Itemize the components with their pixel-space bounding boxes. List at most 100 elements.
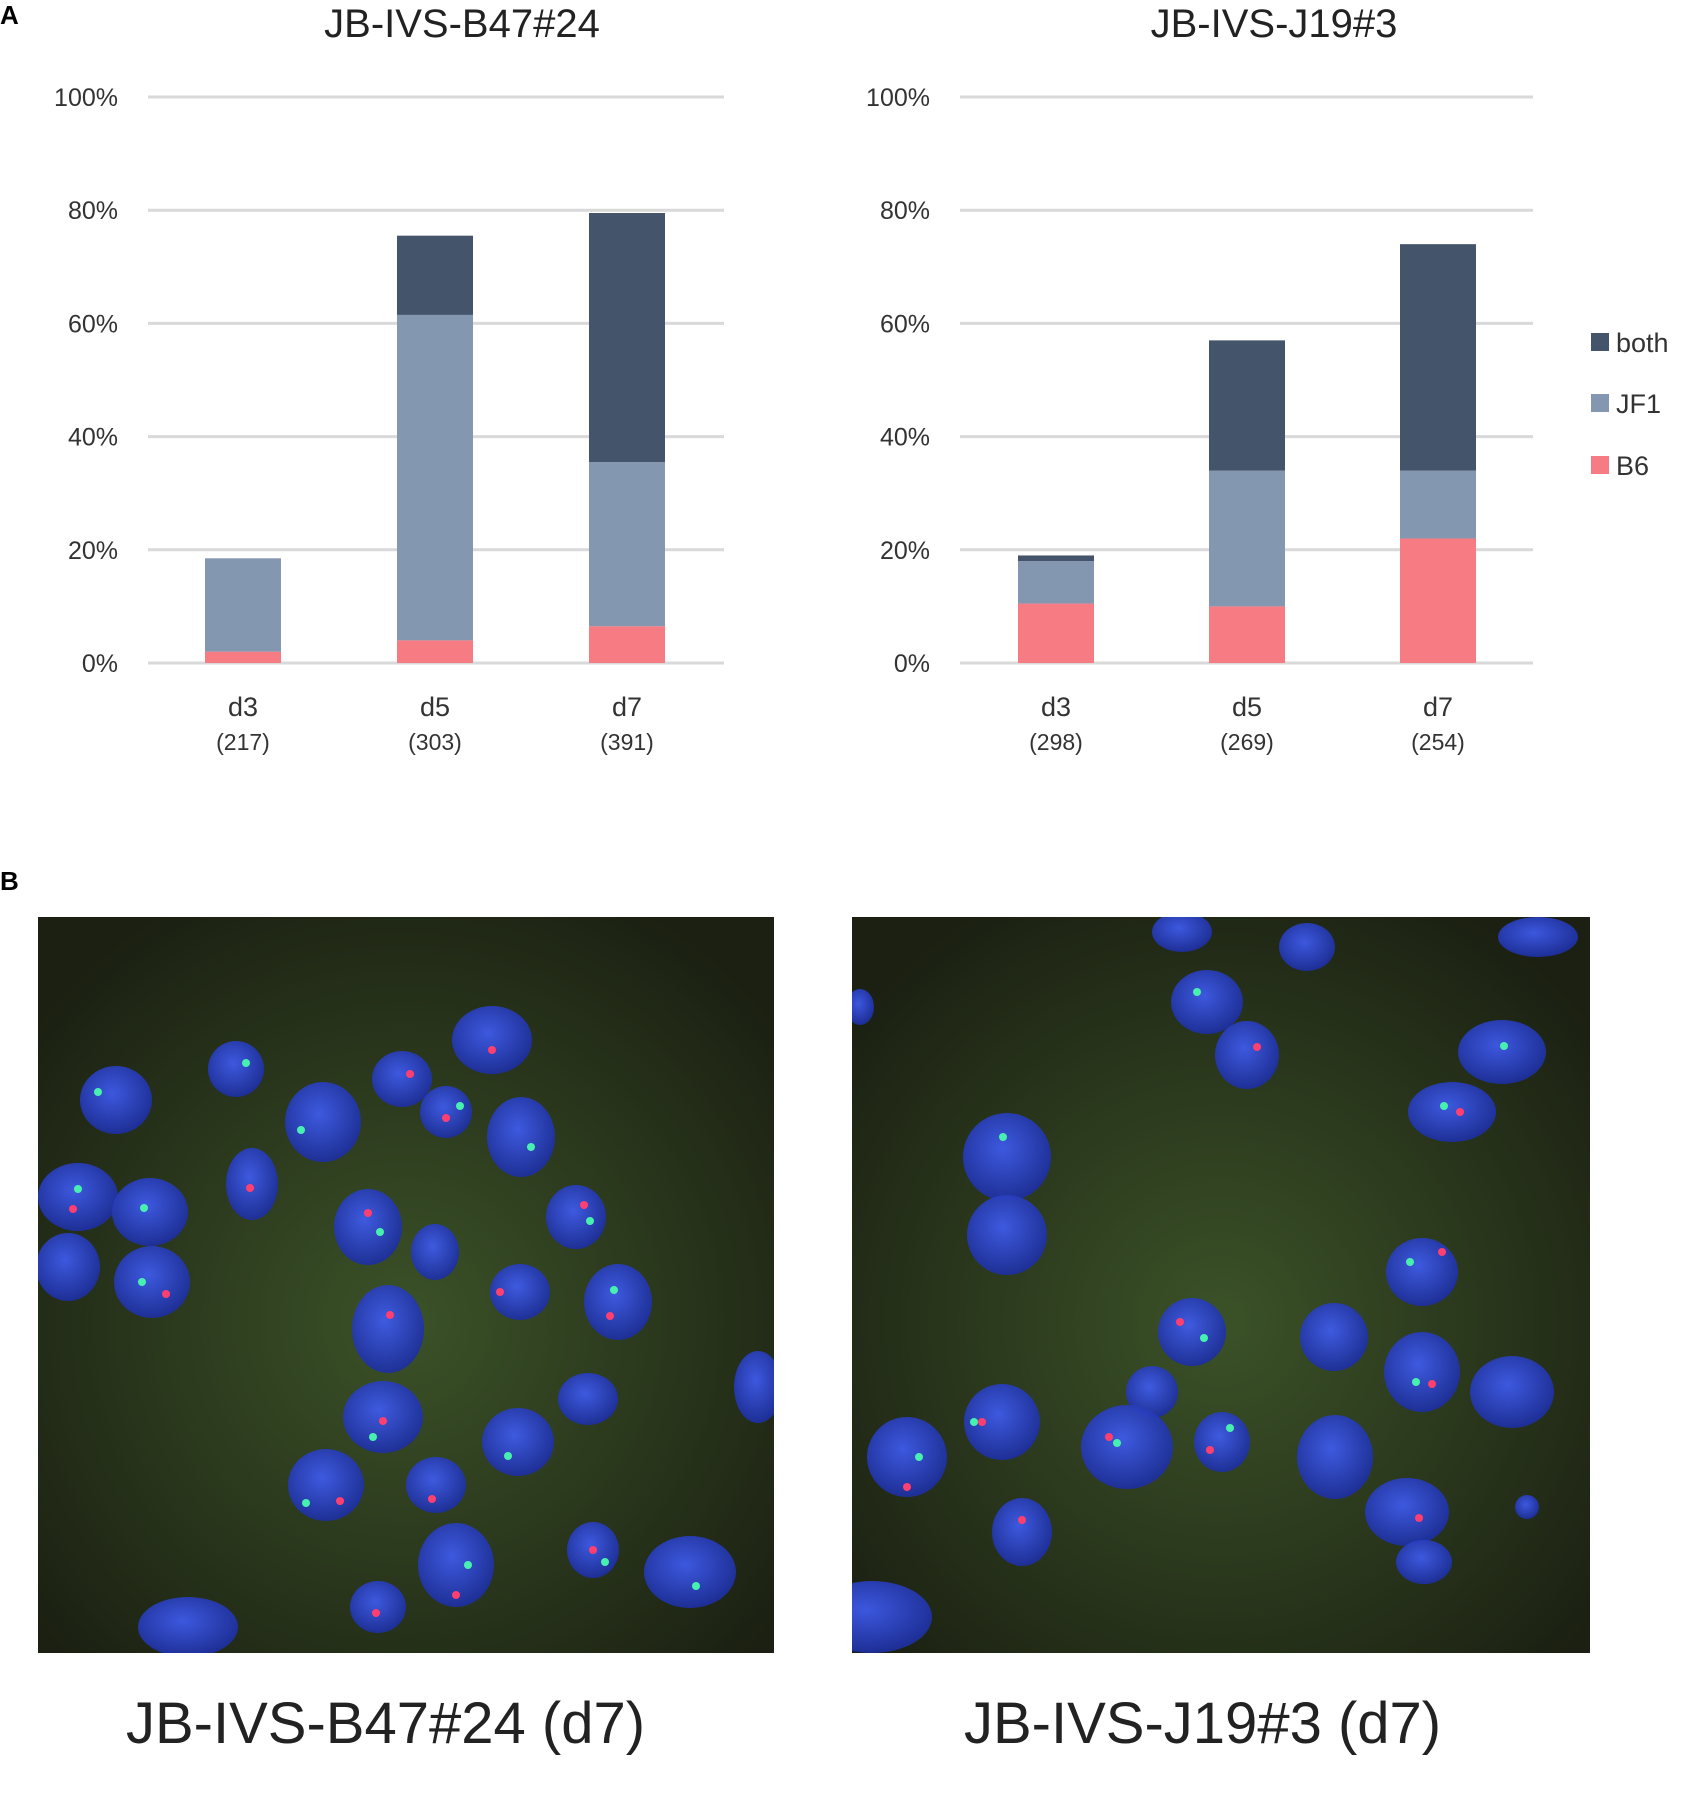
cell-nucleus — [1158, 1298, 1226, 1366]
red-signal-dot — [379, 1417, 387, 1425]
red-signal-dot — [1105, 1433, 1113, 1441]
cell-nucleus — [1171, 970, 1243, 1034]
cell-nucleus — [1279, 923, 1335, 971]
bar-segment-b6 — [589, 626, 665, 663]
green-signal-dot — [140, 1204, 148, 1212]
legend-label: both — [1616, 328, 1669, 358]
legend-label: B6 — [1616, 451, 1649, 481]
y-tick-label: 80% — [880, 197, 930, 225]
green-signal-dot — [601, 1558, 609, 1566]
y-tick-label: 100% — [866, 84, 930, 112]
y-tick-label: 0% — [82, 650, 118, 678]
x-tick-count: (298) — [1029, 729, 1083, 755]
x-tick-label: d5 — [420, 692, 450, 722]
red-signal-dot — [488, 1046, 496, 1054]
y-tick-label: 0% — [894, 650, 930, 678]
cell-nucleus — [285, 1082, 361, 1162]
x-tick-label: d3 — [1041, 692, 1071, 722]
bar-segment-both — [1400, 244, 1476, 471]
red-signal-dot — [336, 1497, 344, 1505]
red-signal-dot — [1456, 1108, 1464, 1116]
cell-nucleus — [967, 1195, 1047, 1275]
y-tick-label: 60% — [68, 310, 118, 338]
cell-nucleus — [1126, 1366, 1178, 1418]
green-signal-dot — [1412, 1378, 1420, 1386]
green-signal-dot — [74, 1185, 82, 1193]
y-tick-label: 40% — [68, 424, 118, 452]
cell-nucleus — [114, 1246, 190, 1318]
red-signal-dot — [1206, 1446, 1214, 1454]
red-signal-dot — [69, 1205, 77, 1213]
cell-nucleus — [963, 1113, 1051, 1201]
micrograph-right-caption: JB-IVS-J19#3 (d7) — [964, 1691, 1442, 1756]
bar-segment-jf1 — [1018, 561, 1094, 604]
red-signal-dot — [246, 1184, 254, 1192]
green-signal-dot — [586, 1217, 594, 1225]
red-signal-dot — [580, 1201, 588, 1209]
legend-label: JF1 — [1616, 389, 1661, 419]
bar-segment-b6 — [1400, 538, 1476, 663]
legend-swatch — [1591, 394, 1609, 412]
chart-title: JB-IVS-J19#3 — [1151, 2, 1398, 46]
red-signal-dot — [1176, 1318, 1184, 1326]
cell-nucleus — [208, 1041, 264, 1097]
cell-nucleus — [1215, 1021, 1279, 1089]
green-signal-dot — [369, 1433, 377, 1441]
cell-nucleus — [138, 1597, 238, 1653]
cell-nucleus — [38, 1163, 118, 1231]
cell-nucleus — [1081, 1405, 1173, 1489]
green-signal-dot — [242, 1059, 250, 1067]
legend-swatch — [1591, 456, 1609, 474]
green-signal-dot — [915, 1453, 923, 1461]
cell-nucleus — [1458, 1020, 1546, 1084]
cell-nucleus — [482, 1408, 554, 1476]
green-signal-dot — [1226, 1424, 1234, 1432]
cell-nucleus — [487, 1097, 555, 1177]
cell-nucleus — [1300, 1303, 1368, 1371]
legend-swatch — [1591, 333, 1609, 351]
cell-nucleus — [334, 1189, 402, 1265]
red-signal-dot — [452, 1591, 460, 1599]
bar-segment-jf1 — [589, 462, 665, 627]
red-signal-dot — [428, 1495, 436, 1503]
cell-nucleus — [420, 1086, 472, 1138]
red-signal-dot — [406, 1070, 414, 1078]
green-signal-dot — [464, 1561, 472, 1569]
cell-nucleus — [112, 1178, 188, 1246]
bar-segment-b6 — [1018, 603, 1094, 663]
cell-nucleus — [644, 1536, 736, 1608]
bar-segment-jf1 — [397, 314, 473, 641]
chart-title: JB-IVS-B47#24 — [324, 2, 600, 46]
green-signal-dot — [1406, 1258, 1414, 1266]
cell-nucleus — [546, 1185, 606, 1249]
red-signal-dot — [1253, 1043, 1261, 1051]
green-signal-dot — [1113, 1439, 1121, 1447]
red-signal-dot — [1018, 1516, 1026, 1524]
x-tick-label: d3 — [228, 692, 258, 722]
bar-segment-both — [397, 235, 473, 315]
cell-nucleus — [1194, 1412, 1250, 1472]
red-signal-dot — [496, 1288, 504, 1296]
x-tick-label: d5 — [1232, 692, 1262, 722]
red-signal-dot — [1438, 1248, 1446, 1256]
cell-nucleus — [1386, 1238, 1458, 1306]
cell-nucleus — [288, 1449, 364, 1521]
green-signal-dot — [1193, 988, 1201, 996]
cell-nucleus — [418, 1523, 494, 1607]
cell-nucleus — [406, 1457, 466, 1513]
cell-nucleus — [584, 1264, 652, 1340]
cell-nucleus — [1470, 1356, 1554, 1428]
green-signal-dot — [297, 1126, 305, 1134]
cell-nucleus — [852, 989, 874, 1025]
red-signal-dot — [162, 1290, 170, 1298]
bar-segment-both — [1209, 340, 1285, 471]
y-tick-label: 20% — [68, 537, 118, 565]
cell-nucleus — [490, 1264, 550, 1320]
red-signal-dot — [1415, 1514, 1423, 1522]
micrograph-left-caption: JB-IVS-B47#24 (d7) — [126, 1691, 646, 1756]
cell-nucleus — [852, 1581, 932, 1653]
cell-nucleus — [226, 1148, 278, 1220]
green-signal-dot — [527, 1143, 535, 1151]
cell-nucleus — [352, 1285, 424, 1373]
x-tick-label: d7 — [612, 692, 642, 722]
